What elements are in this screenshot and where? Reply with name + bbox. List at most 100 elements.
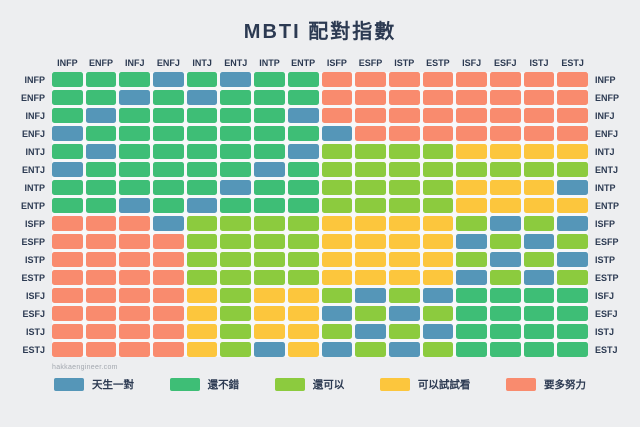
matrix-cell (523, 270, 555, 285)
matrix-cell (557, 324, 588, 339)
row-label-left: INFP (24, 74, 45, 85)
matrix-cell (186, 108, 218, 123)
matrix-cell (489, 198, 521, 213)
matrix-cell (85, 108, 117, 123)
matrix-cell (523, 72, 555, 87)
matrix-cell (186, 288, 218, 303)
matrix-cell (355, 252, 386, 267)
matrix-cell (355, 108, 386, 123)
matrix-cell (422, 90, 454, 105)
matrix-cell (119, 270, 151, 285)
matrix-cell (52, 144, 83, 159)
matrix-cell (388, 216, 420, 231)
matrix-cell (557, 306, 588, 321)
matrix-cell (523, 126, 555, 141)
matrix-cell (287, 270, 319, 285)
matrix-cell (254, 234, 285, 249)
matrix-cell (422, 144, 454, 159)
matrix-cell (153, 234, 184, 249)
matrix-cell (220, 144, 252, 159)
matrix-cell (186, 90, 218, 105)
matrix-cell (355, 288, 386, 303)
matrix-cell (523, 252, 555, 267)
matrix-cell (119, 126, 151, 141)
matrix-cell (355, 180, 386, 195)
row-label-left: INTP (24, 182, 45, 193)
matrix-cell (52, 216, 83, 231)
matrix-cell (52, 90, 83, 105)
legend-swatch (506, 378, 536, 391)
matrix-cell (287, 342, 319, 357)
matrix-cell (119, 108, 151, 123)
matrix-cell (523, 198, 555, 213)
matrix-cell (422, 234, 454, 249)
matrix-cell (153, 180, 184, 195)
row-label-left: INTJ (25, 146, 45, 157)
column-header: ISTP (394, 58, 415, 68)
matrix-cell (456, 234, 487, 249)
matrix-cell (254, 216, 285, 231)
matrix-cell (119, 234, 151, 249)
matrix-cell (153, 270, 184, 285)
legend-item: 可以試試看 (379, 377, 470, 392)
matrix-cell (186, 144, 218, 159)
matrix-cell (52, 180, 83, 195)
matrix-cell (287, 288, 319, 303)
matrix-cell (186, 270, 218, 285)
matrix-cell (489, 324, 521, 339)
matrix-cell (557, 288, 588, 303)
column-header: ESTJ (561, 58, 584, 68)
matrix-cell (355, 144, 386, 159)
row-label-right: INTJ (595, 146, 615, 157)
matrix-cell (388, 288, 420, 303)
matrix-cell (52, 306, 83, 321)
matrix-cell (85, 126, 117, 141)
matrix-cell (85, 324, 117, 339)
matrix-cell (220, 162, 252, 177)
matrix-cell (456, 342, 487, 357)
matrix-cell (220, 306, 252, 321)
column-header: ESTP (426, 58, 450, 68)
matrix-grid (52, 72, 588, 357)
matrix-cell (52, 324, 83, 339)
matrix-cell (523, 108, 555, 123)
matrix-cell (186, 342, 218, 357)
row-label-right: ESFP (595, 236, 619, 247)
row-label-right: INFJ (595, 110, 615, 121)
matrix-cell (321, 108, 353, 123)
row-label-left: ENFP (20, 92, 45, 103)
column-header: ENFJ (156, 58, 180, 68)
matrix-cell (321, 324, 353, 339)
matrix-cell (456, 198, 487, 213)
matrix-cell (456, 288, 487, 303)
matrix-cell (287, 306, 319, 321)
matrix-cell (388, 126, 420, 141)
matrix-cell (85, 162, 117, 177)
matrix-cell (287, 216, 319, 231)
row-label-left: ISTP (24, 254, 45, 265)
matrix-cell (355, 342, 386, 357)
matrix-cell (254, 144, 285, 159)
matrix-cell (557, 90, 588, 105)
matrix-cell (489, 270, 521, 285)
row-labels-right: INFP ENFP INFJ ENFJ INTJ ENTJ INTP ENTP ISFP ESFP… (588, 72, 640, 357)
matrix-cell (523, 342, 555, 357)
matrix-cell (287, 72, 319, 87)
row-label-right: ESFJ (595, 308, 618, 319)
matrix-cell (388, 270, 420, 285)
matrix-cell (422, 72, 454, 87)
matrix-cell (489, 234, 521, 249)
row-label-right: ISTJ (595, 326, 615, 337)
row-label-right: INFP (595, 74, 616, 85)
matrix-cell (85, 288, 117, 303)
matrix-cell (119, 342, 151, 357)
matrix-cell (388, 108, 420, 123)
matrix-cell (254, 252, 285, 267)
column-header: ISFJ (462, 58, 482, 68)
matrix-cell (52, 72, 83, 87)
matrix-cell (321, 216, 353, 231)
matrix-cell (557, 180, 588, 195)
matrix-cell (186, 324, 218, 339)
matrix-cell (186, 234, 218, 249)
matrix-cell (321, 270, 353, 285)
